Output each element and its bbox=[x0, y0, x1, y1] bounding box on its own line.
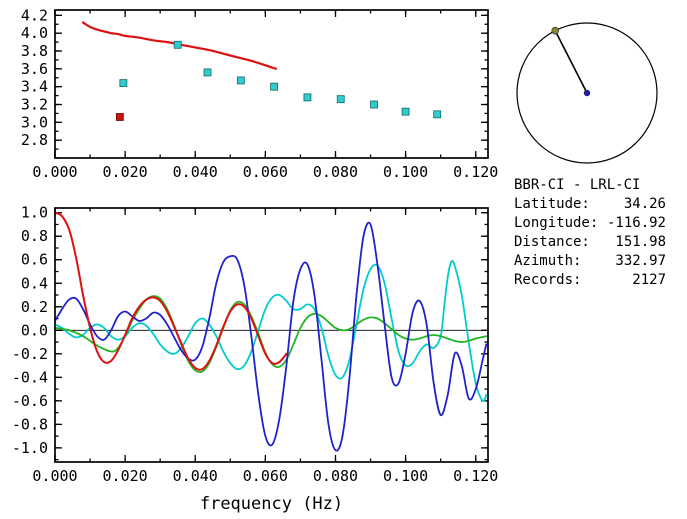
y-tick-label: -0.2 bbox=[12, 345, 48, 363]
red-curve bbox=[55, 211, 288, 371]
x-tick-label: 0.100 bbox=[383, 163, 428, 181]
info-row-azimuth: Azimuth: 332.97 bbox=[514, 252, 666, 271]
y-tick-label: 1.0 bbox=[21, 204, 48, 222]
phase-velocity-accepted-marker bbox=[236, 76, 245, 85]
y-tick-label: -1.0 bbox=[12, 439, 48, 457]
phase-velocity-accepted-marker bbox=[336, 95, 345, 104]
longitude-value: -116.92 bbox=[606, 215, 666, 231]
y-tick-label: 4.0 bbox=[21, 24, 48, 42]
station-info-panel: BBR-CI - LRL-CI Latitude: 34.26 Longitud… bbox=[514, 176, 666, 290]
center-station-dot bbox=[583, 89, 591, 97]
phase-velocity-accepted-marker bbox=[270, 82, 279, 91]
blue-curve bbox=[55, 221, 488, 452]
x-tick-label: 0.040 bbox=[173, 163, 218, 181]
model-dispersion-curve bbox=[81, 21, 277, 70]
x-tick-label: 0.020 bbox=[103, 467, 148, 485]
x-axis-label: frequency (Hz) bbox=[200, 494, 343, 514]
x-tick-label: 0.080 bbox=[313, 467, 358, 485]
x-tick-label: 0.100 bbox=[383, 467, 428, 485]
y-tick-label: 0.2 bbox=[21, 298, 48, 316]
phase-velocity-accepted-marker bbox=[370, 100, 378, 109]
x-tick-label: 0.080 bbox=[313, 163, 358, 181]
azimuth-label: Azimuth: bbox=[514, 253, 582, 269]
plot-frame bbox=[54, 9, 489, 159]
plot-background bbox=[55, 208, 488, 462]
records-value: 2127 bbox=[632, 272, 666, 288]
y-tick-label: -0.8 bbox=[12, 415, 48, 433]
longitude-label: Longitude: bbox=[514, 215, 599, 231]
records-label: Records: bbox=[514, 272, 582, 288]
y-tick-label: 4.2 bbox=[21, 6, 48, 24]
x-tick-label: 0.000 bbox=[32, 163, 77, 181]
x-tick-label: 0.120 bbox=[453, 467, 498, 485]
azimuth-indicator bbox=[516, 22, 658, 164]
info-row-latitude: Latitude: 34.26 bbox=[514, 195, 666, 214]
x-tick-label: 0.040 bbox=[173, 467, 218, 485]
plot-frame bbox=[54, 207, 489, 463]
y-tick-label: 3.6 bbox=[21, 60, 48, 78]
y-tick-label: 0.0 bbox=[21, 321, 48, 339]
phase-velocity-accepted-marker bbox=[173, 40, 182, 49]
phase-velocity-accepted-marker bbox=[433, 110, 442, 119]
y-tick-label: -0.6 bbox=[12, 392, 48, 410]
phase-velocity-accepted-marker bbox=[119, 79, 128, 88]
series-group bbox=[55, 211, 488, 452]
phase-velocity-accepted-marker bbox=[401, 107, 410, 116]
info-row-records: Records: 2127 bbox=[514, 271, 666, 290]
station-pair-label: BBR-CI - LRL-CI bbox=[514, 177, 641, 193]
info-row-distance: Distance: 151.98 bbox=[514, 233, 666, 252]
azimuth-value: 332.97 bbox=[615, 253, 666, 269]
dispersion-plot: 0.000 0.020 0.040 0.060 0.080 0.100 0.1202.83.… bbox=[21, 6, 498, 181]
y-tick-label: 2.8 bbox=[21, 131, 48, 149]
y-tick-label: 3.8 bbox=[21, 42, 48, 60]
azimuth-circle bbox=[516, 22, 658, 164]
phase-velocity-accepted-marker bbox=[203, 68, 212, 77]
y-tick-label: 0.8 bbox=[21, 227, 48, 245]
y-tick-label: 3.2 bbox=[21, 96, 48, 114]
correlation-plot: 0.000 0.020 0.040 0.060 0.080 0.100 0.120 1.0 0.… bbox=[12, 204, 498, 514]
x-tick-label: 0.060 bbox=[243, 467, 288, 485]
series-group bbox=[81, 21, 442, 121]
y-tick-label: 3.4 bbox=[21, 78, 48, 96]
latitude-label: Latitude: bbox=[514, 196, 590, 212]
y-tick-label: -0.4 bbox=[12, 368, 48, 386]
distance-label: Distance: bbox=[514, 234, 590, 250]
azimuth-line bbox=[554, 30, 588, 94]
x-tick-label: 0.120 bbox=[453, 163, 498, 181]
info-row-longitude: Longitude: -116.92 bbox=[514, 214, 666, 233]
x-tick-label: 0.000 bbox=[32, 467, 77, 485]
y-tick-label: 3.0 bbox=[21, 113, 48, 131]
y-tick-label: 0.4 bbox=[21, 274, 48, 292]
x-tick-label: 0.020 bbox=[103, 163, 148, 181]
phase-velocity-accepted-marker bbox=[303, 93, 312, 102]
x-tick-label: 0.060 bbox=[243, 163, 288, 181]
phase-velocity-rejected-marker bbox=[115, 113, 124, 121]
latitude-value: 34.26 bbox=[623, 196, 666, 212]
distance-value: 151.98 bbox=[615, 234, 666, 250]
remote-station-dot bbox=[551, 26, 559, 35]
y-tick-label: 0.6 bbox=[21, 251, 48, 269]
